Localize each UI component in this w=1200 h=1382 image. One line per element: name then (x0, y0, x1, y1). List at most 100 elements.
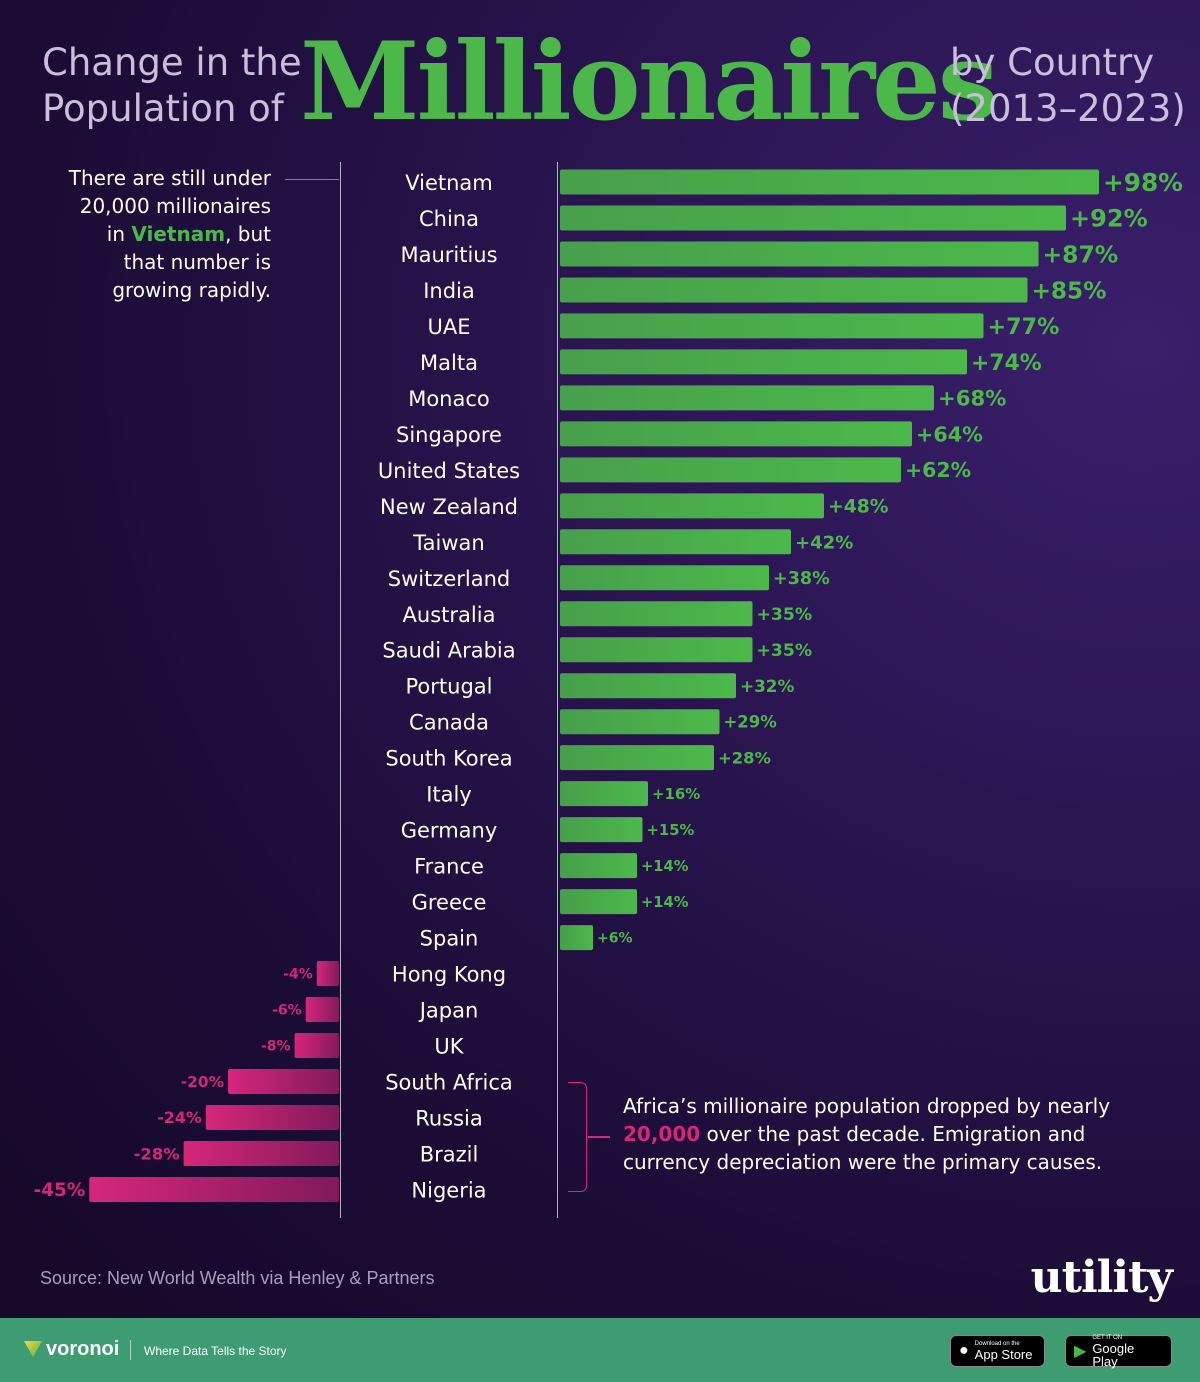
title-left: Change in the Population of (42, 40, 302, 132)
country-label: Brazil (420, 1142, 479, 1166)
title-right: by Country (2013–2023) (950, 40, 1186, 132)
voronoi-logo[interactable]: voronoi (24, 1338, 119, 1361)
bar (560, 241, 1039, 267)
app-store-small: Download on the (974, 1341, 1020, 1347)
data-label: +74% (971, 351, 1042, 376)
data-label: +92% (1070, 205, 1148, 233)
data-label: +48% (828, 497, 889, 518)
bar (294, 1033, 339, 1059)
data-label: -6% (272, 1003, 302, 1019)
axis-divider-right (557, 162, 558, 1218)
data-label: -4% (283, 967, 313, 983)
footer-divider (130, 1340, 131, 1360)
country-label: Japan (418, 999, 479, 1023)
google-play-icon: ▶ (1074, 1343, 1087, 1360)
footer-bar: voronoi Where Data Tells the Story ● Dow… (0, 1318, 1200, 1382)
data-label: +62% (905, 458, 971, 482)
data-label: -45% (34, 1180, 86, 1201)
data-label: +35% (757, 605, 813, 625)
country-label: Hong Kong (392, 963, 506, 987)
data-label: -24% (157, 1108, 202, 1127)
data-label: +14% (641, 858, 689, 875)
page-title: Millionaires (300, 19, 999, 145)
bar (560, 637, 753, 663)
africa-bracket (568, 1082, 587, 1192)
bar (89, 1176, 339, 1202)
bar (228, 1069, 339, 1094)
country-label: Singapore (396, 423, 502, 447)
bar (560, 925, 593, 951)
google-play-small: GET IT ON (1092, 1334, 1123, 1341)
bar (560, 385, 934, 411)
country-label: France (414, 855, 484, 879)
country-label: Malta (420, 351, 478, 375)
data-label: +85% (1032, 277, 1107, 304)
country-label: Switzerland (388, 567, 511, 591)
country-label: Spain (420, 927, 479, 951)
country-label: Greece (412, 891, 487, 915)
africa-annotation-pre: Africa’s millionaire population dropped … (623, 1094, 1111, 1118)
bar (560, 205, 1066, 231)
data-label: +68% (938, 385, 1006, 410)
bar (560, 673, 736, 699)
data-label: +15% (647, 822, 695, 839)
africa-bracket-tick (588, 1136, 610, 1138)
google-play-button[interactable]: ▶ GET IT ON Google Play (1065, 1334, 1172, 1369)
country-label: Russia (415, 1106, 483, 1130)
country-label: China (419, 207, 479, 231)
data-label: +16% (652, 785, 700, 803)
bar (560, 493, 824, 519)
bar (560, 565, 769, 591)
bar (560, 421, 912, 447)
title-left-line1: Change in the (42, 41, 302, 84)
data-label: -8% (261, 1039, 291, 1055)
country-label: South Korea (385, 747, 512, 771)
country-label: Germany (401, 819, 498, 843)
country-label: Saudi Arabia (382, 639, 515, 663)
country-label: Vietnam (405, 171, 493, 195)
country-label: Nigeria (411, 1178, 486, 1202)
bar (560, 781, 648, 807)
country-label: Taiwan (412, 531, 484, 555)
vietnam-annotation: There are still under 20,000 millionaire… (60, 164, 271, 304)
data-label: -20% (181, 1073, 224, 1091)
data-label: +42% (795, 532, 853, 553)
app-store-label: App Store (974, 1347, 1033, 1362)
data-label: +87% (1043, 240, 1119, 268)
voronoi-mark-icon (24, 1341, 42, 1357)
voronoi-logo-text: voronoi (46, 1338, 120, 1360)
bar (560, 277, 1028, 303)
bar (560, 853, 637, 879)
country-label: New Zealand (380, 495, 518, 519)
country-label: Monaco (408, 387, 490, 411)
vietnam-annotation-leader (285, 179, 339, 180)
data-label: +38% (773, 569, 830, 589)
country-label: UK (434, 1035, 464, 1059)
bar (560, 349, 967, 375)
country-label: UAE (427, 315, 470, 339)
data-label: +98% (1103, 168, 1183, 197)
utility-logo: utility (1030, 1252, 1173, 1303)
google-play-label: Google Play (1092, 1340, 1135, 1369)
bar (316, 961, 339, 987)
bar (560, 457, 901, 483)
data-label: +14% (641, 894, 689, 911)
apple-icon: ● (959, 1342, 969, 1359)
bar (205, 1104, 339, 1130)
country-label: India (423, 279, 475, 303)
bar (560, 745, 714, 771)
country-label: Portugal (406, 675, 493, 699)
africa-annotation-highlight: 20,000 (623, 1122, 701, 1146)
data-label: +64% (916, 422, 983, 446)
country-label: Canada (409, 711, 489, 735)
bar (560, 889, 637, 915)
bar (560, 169, 1099, 195)
app-store-button[interactable]: ● Download on the App Store (950, 1335, 1045, 1367)
africa-annotation: Africa’s millionaire population dropped … (623, 1092, 1143, 1176)
title-right-line2: (2013–2023) (950, 87, 1186, 130)
source-note: Source: New World Wealth via Henley & Pa… (40, 1268, 435, 1288)
data-label: +77% (988, 314, 1060, 340)
bar (560, 313, 984, 339)
country-label: Australia (403, 603, 496, 627)
data-label: -28% (134, 1144, 180, 1163)
